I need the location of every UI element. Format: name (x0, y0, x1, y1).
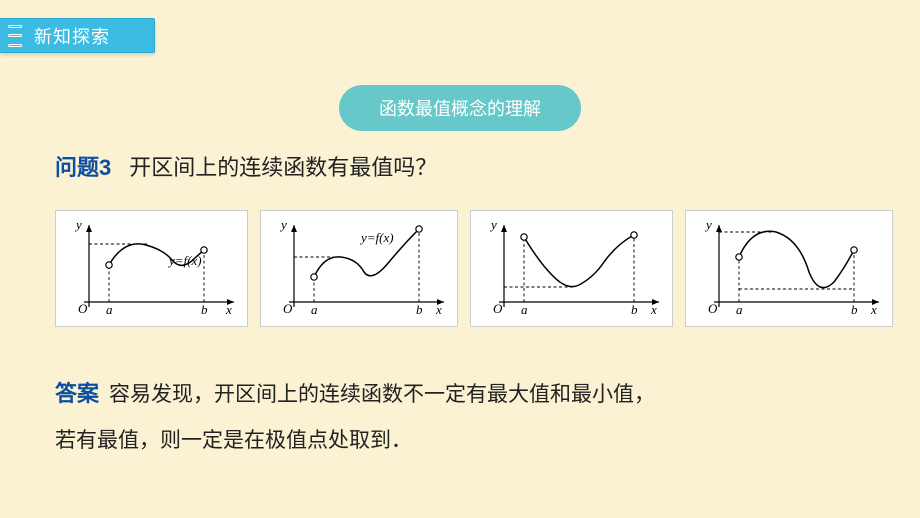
notebook-icon (8, 25, 26, 47)
pt-b: b (201, 302, 208, 317)
pt-a: a (106, 302, 113, 317)
origin-label: O (708, 301, 718, 316)
origin-label: O (493, 301, 503, 316)
axis-y-label: y (74, 217, 82, 232)
axis-x-label: x (435, 302, 442, 317)
question-text: 开区间上的连续函数有最值吗？ (129, 150, 437, 182)
axis-x-label: x (870, 302, 877, 317)
origin-label: O (78, 301, 88, 316)
fn-label: y=f(x) (167, 253, 202, 268)
pt-a: a (521, 302, 528, 317)
answer-line-2: 若有最值，则一定是在极值点处取到． (55, 418, 865, 464)
axis-y-label: y (489, 217, 497, 232)
figures-row: y=f(x) y x O a b y=f(x) y x O a b (55, 210, 865, 327)
answer-label: 答案 (55, 381, 99, 406)
origin-label: O (283, 301, 293, 316)
fn-label: y=f(x) (359, 230, 394, 245)
axis-y-label: y (279, 217, 287, 232)
topic-pill: 函数最值概念的理解 (339, 85, 581, 131)
section-badge: 新知探索 (0, 18, 155, 53)
pt-a: a (311, 302, 318, 317)
answer-block: 答案容易发现，开区间上的连续函数不一定有最大值和最小值， 若有最值，则一定是在极… (55, 370, 865, 465)
pt-b: b (631, 302, 638, 317)
figure-2: y=f(x) y x O a b (260, 210, 458, 327)
question-row: 问题3 开区间上的连续函数有最值吗？ (55, 150, 437, 182)
pt-b: b (851, 302, 858, 317)
question-label: 问题3 (55, 150, 111, 182)
figure-4: y x O a b (685, 210, 893, 327)
pt-b: b (416, 302, 423, 317)
figure-3: y x O a b (470, 210, 673, 327)
pt-a: a (736, 302, 743, 317)
figure-1: y=f(x) y x O a b (55, 210, 248, 327)
axis-y-label: y (704, 217, 712, 232)
axis-x-label: x (650, 302, 657, 317)
section-title: 新知探索 (34, 23, 110, 49)
answer-line-1: 容易发现，开区间上的连续函数不一定有最大值和最小值， (109, 383, 655, 406)
axis-x-label: x (225, 302, 232, 317)
